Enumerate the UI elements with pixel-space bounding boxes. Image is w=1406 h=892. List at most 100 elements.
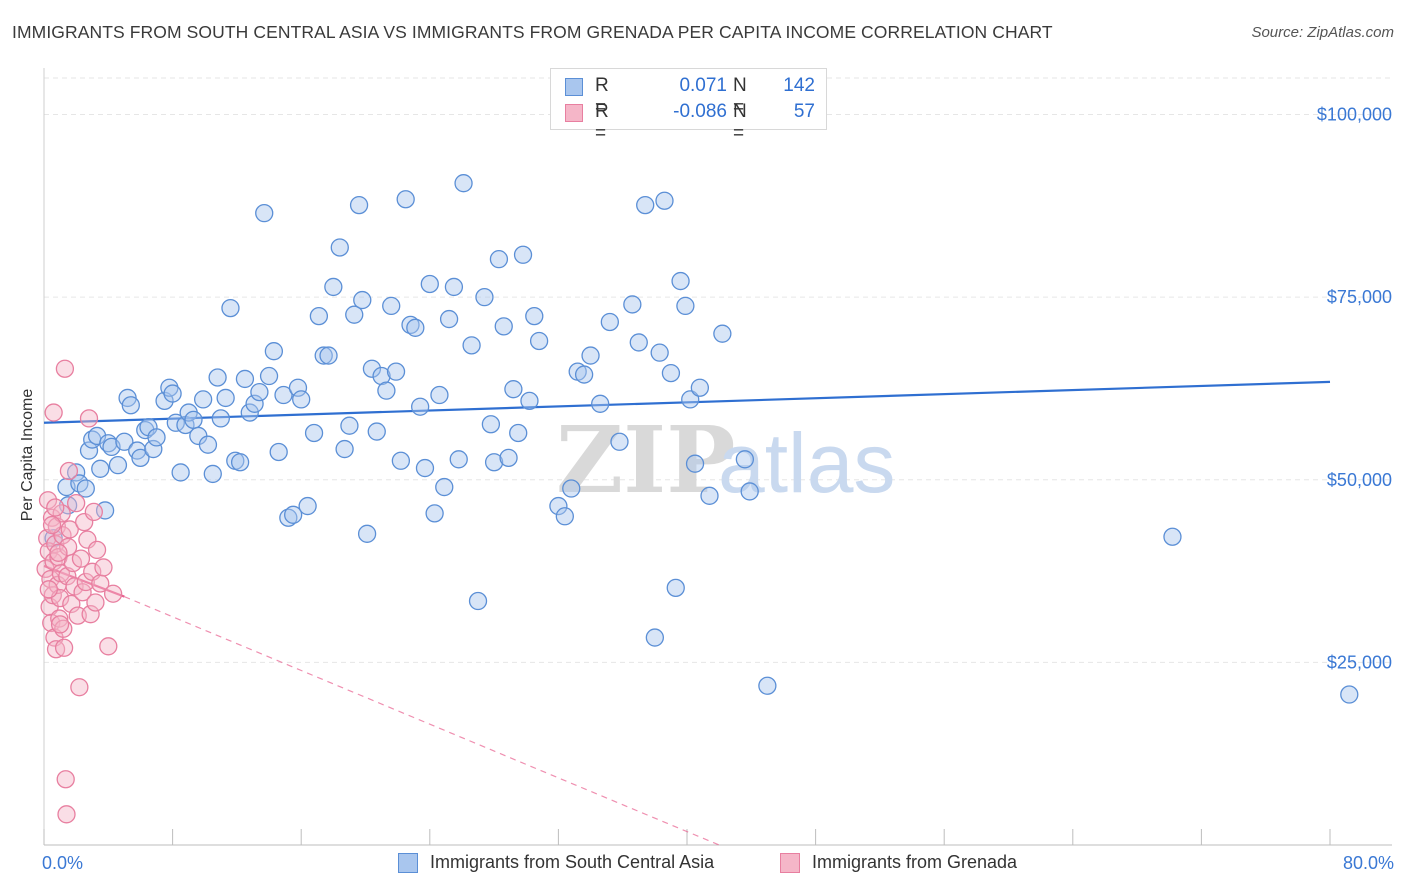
point-south-central-asia — [740, 482, 759, 501]
point-south-central-asia — [735, 450, 755, 469]
point-south-central-asia — [671, 271, 690, 291]
point-south-central-asia — [462, 336, 481, 355]
point-grenada — [60, 520, 79, 539]
point-grenada — [86, 593, 105, 612]
point-grenada — [76, 572, 95, 592]
point-south-central-asia — [136, 420, 155, 440]
point-south-central-asia — [335, 439, 354, 459]
point-south-central-asia — [324, 277, 343, 297]
point-south-central-asia — [454, 174, 473, 193]
tick-labels: $25,000 $50,000 $75,000 $100,000 0.0% 80.0% — [42, 105, 1394, 873]
point-south-central-asia — [382, 296, 401, 316]
point-south-central-asia — [345, 305, 364, 324]
point-south-central-asia — [304, 423, 324, 443]
legend-swatch-blue — [565, 78, 583, 96]
point-south-central-asia — [67, 463, 86, 482]
point-south-central-asia — [372, 366, 391, 386]
point-south-central-asia — [430, 385, 449, 405]
trend-line-grenada-extension — [124, 596, 720, 846]
point-grenada — [49, 543, 68, 562]
legend-r-label: R = — [595, 101, 609, 144]
y-axis-label: Per Capita Income — [19, 388, 36, 522]
point-south-central-asia — [386, 362, 406, 381]
point-south-central-asia — [529, 331, 549, 351]
point-south-central-asia — [1163, 527, 1182, 546]
point-south-central-asia — [655, 191, 674, 210]
point-south-central-asia — [513, 245, 533, 264]
point-south-central-asia — [758, 676, 777, 695]
trend-line-south-central-asia — [43, 380, 1331, 424]
series-label-pink: Immigrants from Grenada — [812, 852, 1018, 872]
point-south-central-asia — [279, 508, 298, 527]
point-south-central-asia — [685, 454, 705, 473]
point-south-central-asia — [203, 464, 222, 484]
point-south-central-asia — [131, 448, 150, 467]
point-south-central-asia — [221, 298, 240, 318]
point-south-central-asia — [449, 450, 468, 469]
point-south-central-asia — [444, 277, 464, 297]
point-south-central-asia — [549, 496, 568, 516]
point-south-central-asia — [489, 250, 509, 269]
point-south-central-asia — [645, 628, 664, 647]
point-south-central-asia — [284, 505, 303, 524]
point-south-central-asia — [610, 432, 629, 451]
point-south-central-asia — [193, 390, 213, 409]
point-south-central-asia — [184, 410, 203, 430]
point-south-central-asia — [509, 423, 528, 443]
point-grenada — [79, 409, 99, 428]
series-swatch-blue — [398, 853, 418, 873]
point-south-central-asia — [288, 378, 308, 397]
point-south-central-asia — [435, 477, 454, 497]
watermark-atlas: atlas — [718, 416, 895, 510]
point-south-central-asia — [349, 195, 369, 215]
point-south-central-asia — [504, 380, 523, 399]
point-south-central-asia — [91, 459, 110, 478]
chart-title: IMMIGRANTS FROM SOUTH CENTRAL ASIA VS IM… — [12, 22, 1053, 42]
point-south-central-asia — [666, 578, 685, 598]
source-label: Source: ZipAtlas.com — [1251, 24, 1394, 41]
point-south-central-asia — [208, 368, 227, 387]
point-south-central-asia — [292, 390, 311, 409]
point-south-central-asia — [636, 195, 655, 215]
point-south-central-asia — [475, 287, 494, 307]
point-south-central-asia — [600, 312, 619, 332]
point-south-central-asia — [269, 442, 288, 462]
point-grenada — [67, 493, 86, 513]
point-south-central-asia — [264, 342, 284, 361]
point-south-central-asia — [555, 507, 574, 526]
legend-n-value: 142 — [783, 75, 815, 96]
point-south-central-asia — [623, 295, 642, 314]
point-south-central-asia — [357, 524, 377, 543]
point-grenada — [42, 515, 62, 535]
legend-n-label: N = — [733, 75, 747, 118]
point-grenada — [56, 770, 75, 789]
point-south-central-asia — [481, 415, 501, 434]
point-south-central-asia — [415, 458, 435, 478]
legend-r-value: -0.086 — [673, 101, 727, 122]
point-south-central-asia — [319, 346, 338, 365]
point-grenada — [62, 594, 81, 614]
trend-lines — [43, 380, 1331, 846]
point-grenada — [81, 605, 100, 624]
point-south-central-asia — [147, 428, 166, 447]
point-south-central-asia — [629, 333, 648, 352]
point-grenada — [38, 491, 58, 510]
point-grenada — [55, 359, 75, 378]
point-south-central-asia — [216, 388, 235, 408]
point-grenada — [54, 638, 74, 657]
point-grenada — [44, 403, 63, 422]
point-south-central-asia — [79, 441, 99, 460]
point-south-central-asia — [690, 378, 710, 397]
correlation-legend: R = 0.071 N = 142 R = -0.086 N = 57 — [550, 68, 827, 144]
x-tick-label: 0.0% — [42, 853, 83, 873]
point-south-central-asia — [240, 403, 259, 422]
point-south-central-asia — [211, 409, 230, 428]
point-south-central-asia — [468, 591, 488, 611]
y-tick-label: $75,000 — [1327, 287, 1392, 307]
point-south-central-asia — [650, 343, 669, 362]
point-grenada — [99, 637, 118, 656]
point-grenada — [42, 508, 62, 527]
watermark-zip: ZIP — [556, 406, 735, 514]
point-south-central-asia — [591, 394, 610, 413]
